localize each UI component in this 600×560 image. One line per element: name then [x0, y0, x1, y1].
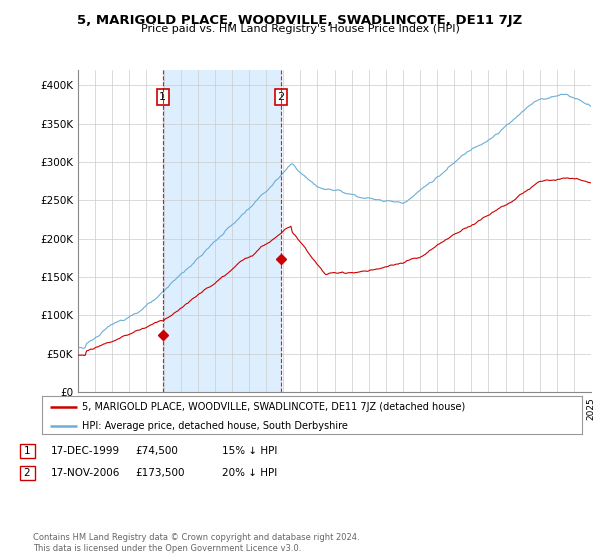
Text: £74,500: £74,500	[135, 446, 178, 456]
Text: 1: 1	[23, 446, 31, 456]
Text: 17-DEC-1999: 17-DEC-1999	[51, 446, 120, 456]
Text: 1: 1	[160, 92, 166, 102]
Text: 5, MARIGOLD PLACE, WOODVILLE, SWADLINCOTE, DE11 7JZ (detached house): 5, MARIGOLD PLACE, WOODVILLE, SWADLINCOT…	[83, 402, 466, 412]
Text: Contains HM Land Registry data © Crown copyright and database right 2024.
This d: Contains HM Land Registry data © Crown c…	[33, 533, 359, 553]
Text: 15% ↓ HPI: 15% ↓ HPI	[222, 446, 277, 456]
Text: £173,500: £173,500	[135, 468, 185, 478]
Text: 5, MARIGOLD PLACE, WOODVILLE, SWADLINCOTE, DE11 7JZ: 5, MARIGOLD PLACE, WOODVILLE, SWADLINCOT…	[77, 14, 523, 27]
Text: Price paid vs. HM Land Registry's House Price Index (HPI): Price paid vs. HM Land Registry's House …	[140, 24, 460, 34]
Text: HPI: Average price, detached house, South Derbyshire: HPI: Average price, detached house, Sout…	[83, 421, 349, 431]
Bar	[163, 70, 281, 392]
Text: 2: 2	[278, 92, 285, 102]
Text: 17-NOV-2006: 17-NOV-2006	[51, 468, 121, 478]
Text: 2: 2	[23, 468, 31, 478]
Text: 20% ↓ HPI: 20% ↓ HPI	[222, 468, 277, 478]
